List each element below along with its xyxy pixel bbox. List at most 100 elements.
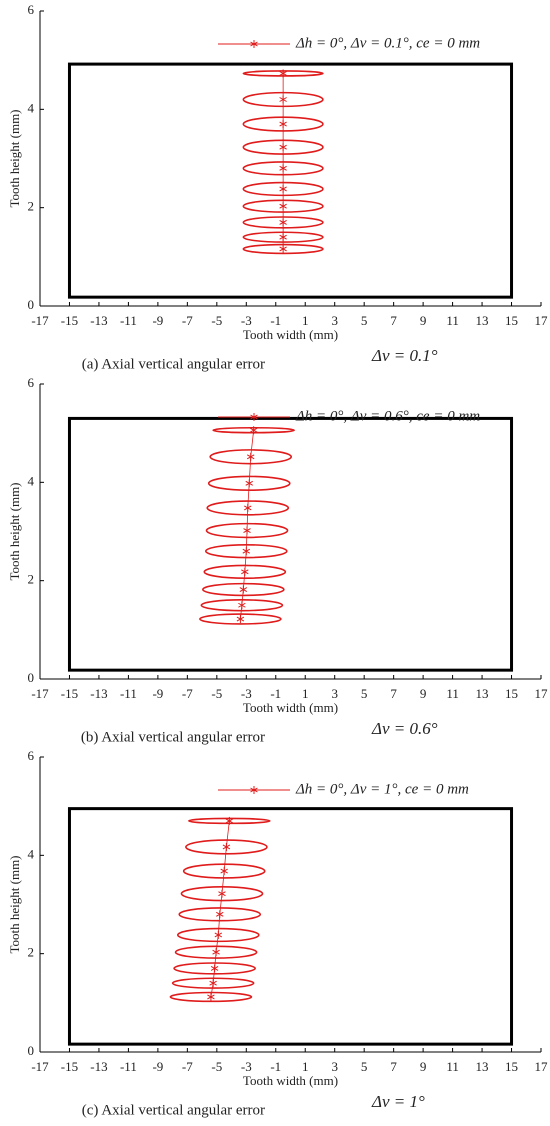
x-tick-label: -7 [182, 1059, 193, 1074]
x-tick-label: -17 [31, 1059, 49, 1074]
center-marker [209, 979, 217, 988]
y-tick-label: 4 [28, 100, 35, 115]
y-tick-label: 0 [28, 1043, 35, 1058]
center-marker [236, 615, 245, 624]
x-tick-label: -15 [61, 1059, 78, 1074]
y-axis-label: Tooth height (mm) [7, 109, 22, 207]
x-tick-label: 1 [302, 1059, 309, 1074]
x-tick-label: 5 [361, 313, 368, 328]
star-stroke [214, 932, 223, 938]
x-axis-label: Tooth width (mm) [243, 700, 338, 715]
caption: (c) Axial vertical angular error [82, 1102, 265, 1118]
center-marker [242, 547, 251, 556]
center-marker [212, 948, 220, 957]
x-tick-label: 11 [446, 1059, 459, 1074]
star-stroke [279, 203, 287, 209]
x-tick-label: -11 [120, 686, 137, 701]
center-line [240, 430, 255, 620]
caption-math: Δv = 1° [371, 1092, 425, 1111]
center-line [210, 820, 230, 997]
center-marker [244, 503, 252, 512]
center-marker [279, 202, 287, 211]
x-tick-label: 17 [535, 1059, 549, 1074]
tooth-boundary [67, 807, 514, 1046]
x-tick-label: 3 [331, 1059, 338, 1074]
center-marker [245, 479, 253, 488]
contact-ellipse [173, 962, 256, 975]
caption: (a) Axial vertical angular error [82, 356, 265, 372]
star-stroke [249, 427, 258, 433]
star-stroke [245, 480, 253, 486]
star-stroke [212, 949, 220, 955]
x-tick-label: -5 [211, 1059, 222, 1074]
y-tick-label: 2 [28, 572, 35, 587]
x-axis-label: Tooth width (mm) [243, 1073, 338, 1088]
center-marker [218, 889, 226, 898]
contact-ellipse [182, 863, 266, 879]
x-tick-label: -9 [152, 1059, 163, 1074]
legend-marker [250, 40, 258, 48]
star-stroke [279, 234, 287, 240]
contact-ellipse [203, 564, 287, 580]
center-marker [279, 69, 287, 78]
x-tick-label: -13 [90, 686, 107, 701]
x-tick-label: -3 [241, 313, 252, 328]
star-stroke [218, 891, 226, 897]
x-tick-label: 13 [476, 686, 489, 701]
x-tick-label: 3 [331, 686, 338, 701]
x-tick-label: 5 [361, 1059, 368, 1074]
x-tick-label: 1 [302, 313, 309, 328]
center-marker [207, 992, 215, 1001]
legend-text: Δh = 0°, Δv = 0.6°, ce = 0 mm [295, 408, 480, 424]
star-stroke [246, 454, 255, 460]
subplot: -17 -15 -13 -11 -9 -7 -5 -3 -1 1 3 5 7 9 11 13 15 170246T… [7, 375, 548, 745]
star-stroke [279, 121, 287, 127]
x-tick-label: -13 [90, 1059, 107, 1074]
x-tick-label: 11 [446, 686, 459, 701]
center-marker [225, 816, 234, 825]
legend-marker [250, 413, 258, 421]
x-tick-label: -7 [182, 313, 193, 328]
y-axis-label: Tooth height (mm) [7, 482, 22, 580]
star-stroke [279, 97, 287, 102]
x-tick-label: 7 [390, 313, 397, 328]
star-stroke [250, 41, 258, 47]
star-stroke [210, 965, 219, 971]
caption-math: Δv = 0.6° [371, 719, 438, 738]
x-tick-label: -17 [31, 686, 49, 701]
contact-ellipse [180, 886, 264, 902]
x-tick-label: 15 [505, 686, 518, 701]
caption: (b) Axial vertical angular error [81, 729, 265, 745]
contact-ellipse [202, 582, 285, 597]
contact-ellipse [185, 839, 268, 855]
x-tick-label: 7 [390, 1059, 397, 1074]
center-marker [279, 233, 287, 242]
x-tick-label: 13 [476, 1059, 489, 1074]
center-marker [279, 184, 287, 193]
x-tick-label: 1 [302, 686, 309, 701]
contact-ellipse [169, 991, 253, 1003]
x-tick-label: -1 [270, 1059, 281, 1074]
x-tick-label: -13 [90, 313, 107, 328]
x-tick-label: -9 [152, 686, 163, 701]
center-marker [279, 218, 287, 227]
y-tick-label: 6 [28, 748, 35, 763]
center-marker [243, 526, 251, 535]
star-stroke [279, 186, 287, 192]
star-stroke [238, 602, 246, 608]
star-stroke [239, 587, 248, 592]
x-tick-label: 13 [476, 313, 489, 328]
star-stroke [222, 844, 231, 850]
star-stroke [279, 144, 287, 150]
x-tick-label: -3 [241, 1059, 252, 1074]
center-marker [279, 95, 287, 104]
center-marker [249, 426, 258, 435]
x-tick-label: 9 [420, 1059, 427, 1074]
x-tick-label: -1 [270, 686, 281, 701]
x-tick-label: 11 [446, 313, 459, 328]
star-stroke [244, 505, 252, 511]
subplot: -17 -15 -13 -11 -9 -7 -5 -3 -1 1 3 5 7 9 11 13 15 170246T… [7, 2, 548, 372]
y-axis-label: Tooth height (mm) [7, 855, 22, 953]
x-tick-label: 15 [505, 313, 518, 328]
